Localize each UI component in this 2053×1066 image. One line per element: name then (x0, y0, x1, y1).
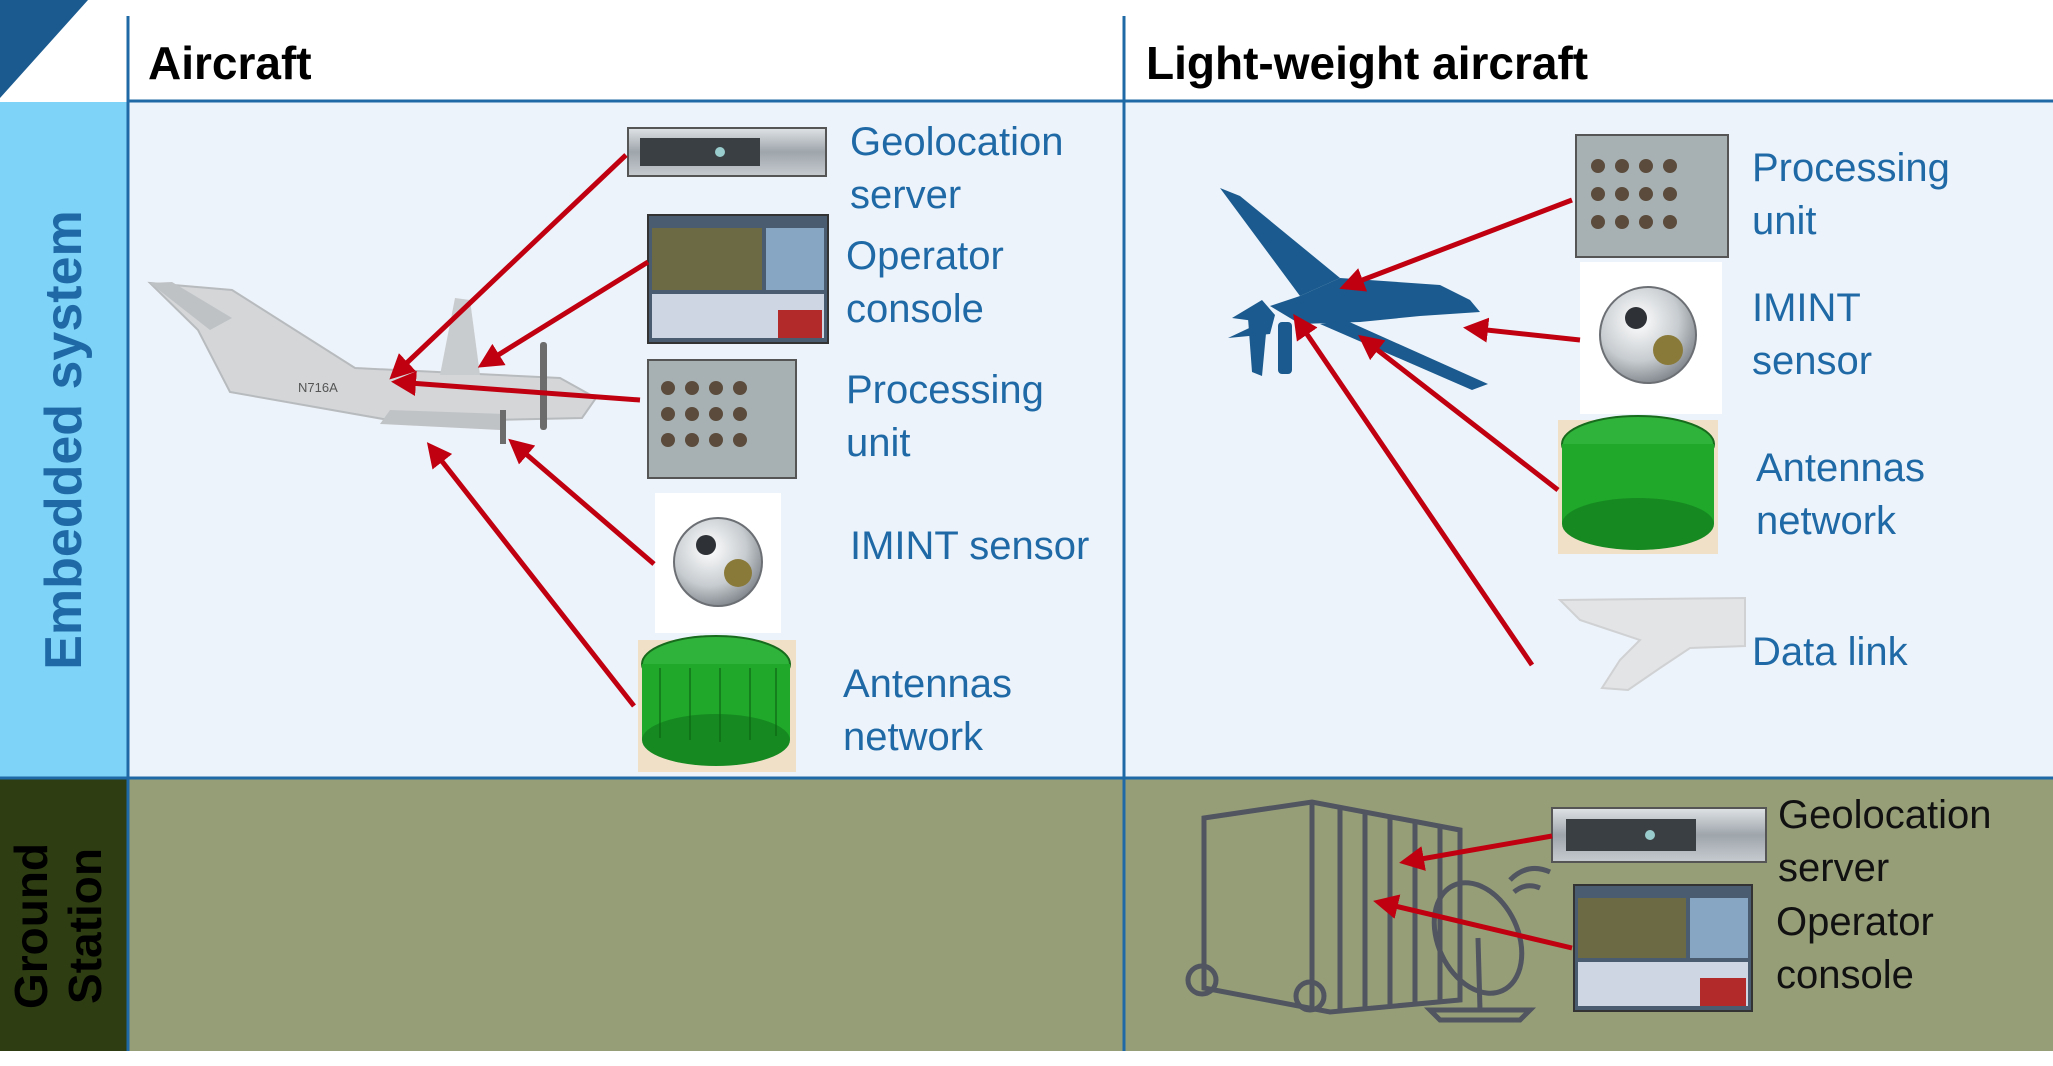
geolocation-server-image (627, 127, 827, 177)
aircraft-tail-number: N716A (298, 380, 338, 395)
label-ground-operator-console: Operator console (1776, 900, 1934, 997)
ground-aircraft-cell (129, 779, 1123, 1051)
label-light-imint-sensor: IMINT sensor (1752, 286, 1873, 383)
label-light-antennas-network: Antennas network (1756, 446, 1926, 543)
embedded-aircraft-cell (129, 102, 1123, 778)
arrow (391, 371, 641, 403)
label-geolocation-server: Geolocation server (850, 120, 1064, 217)
arrow (1399, 833, 1553, 871)
imint-sensor-image (655, 493, 781, 633)
embedded-side-band (0, 102, 128, 778)
arrow (508, 438, 656, 566)
label-light-processing-unit: Processing unit (1752, 146, 1950, 243)
data-link-image (1557, 596, 1746, 692)
label-antennas-network: Antennas network (843, 662, 1013, 759)
arrow (477, 259, 650, 368)
corner-triangle (0, 0, 88, 98)
column-header-aircraft: Aircraft (148, 37, 312, 89)
light-imint-sensor-image (1580, 262, 1722, 414)
arrow (426, 442, 636, 708)
ground-side-band (0, 779, 128, 1051)
arrow (1358, 334, 1560, 492)
arrow (1293, 313, 1535, 667)
light-processing-unit-image (1575, 134, 1729, 258)
arrow (1463, 317, 1581, 343)
arrow (389, 153, 628, 380)
ground-operator-console-image (1573, 884, 1753, 1012)
light-antennas-network-image (1558, 415, 1718, 554)
processing-unit-image (647, 359, 797, 479)
arrow (1339, 197, 1573, 292)
ground-geolocation-server-image (1551, 807, 1767, 863)
label-data-link: Data link (1752, 630, 1908, 674)
row-label-embedded-system: Embedded system (35, 210, 93, 670)
antennas-network-image (638, 635, 796, 772)
label-operator-console: Operator console (846, 234, 1004, 331)
label-imint-sensor: IMINT sensor (850, 524, 1090, 568)
label-ground-geolocation-server: Geolocation server (1778, 793, 1992, 890)
column-header-light-weight-aircraft: Light-weight aircraft (1146, 37, 1589, 89)
row-label-ground-station: Ground Station (5, 842, 111, 1010)
arrow (1373, 894, 1573, 951)
label-processing-unit: Processing unit (846, 368, 1044, 465)
operator-console-image (647, 214, 829, 344)
